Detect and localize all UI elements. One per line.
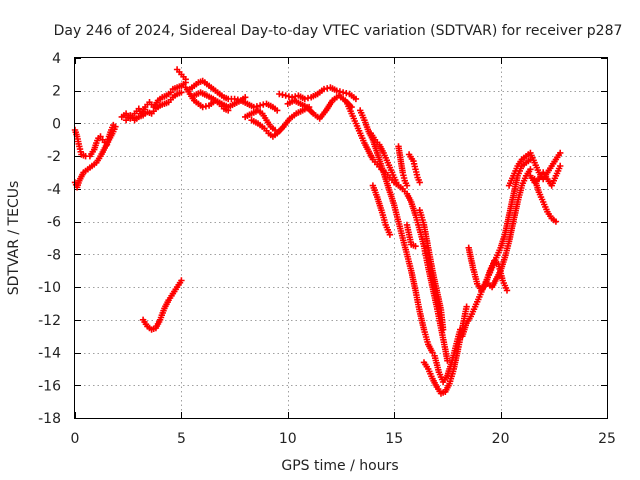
data-point-markers [527,162,564,189]
y-tick-labels: 4 2 0 -2 -4 -6 -8 -10 -12 -14 -16 -18 [38,51,61,427]
y-tick-label: 4 [52,51,61,67]
y-tick-label: 2 [52,84,61,100]
data-point-markers [139,277,185,333]
data-point-markers [395,143,411,189]
x-tick-labels: 0 5 10 15 20 25 [71,431,616,447]
data-point-markers [248,103,313,140]
x-tick-label: 0 [71,431,80,447]
x-tick-label: 5 [177,431,186,447]
x-tick-label: 10 [279,431,297,447]
y-tick-label: -4 [47,182,61,198]
data-point-markers [276,84,360,103]
series-midday-b [186,77,249,104]
data-point-markers [242,107,279,134]
data-point-markers [405,151,423,186]
x-tick-label: 15 [385,431,403,447]
data-point-markers [186,77,249,104]
series-late-lower [527,162,564,189]
series-side-strand-2 [403,221,419,250]
plot-frame [74,57,608,419]
grid [75,58,607,418]
y-tick-label: -18 [38,411,61,427]
data-point-markers [403,221,419,250]
series-spike [173,66,189,83]
y-tick-label: 0 [52,116,61,132]
y-tick-label: -10 [38,280,61,296]
x-axis-label: GPS time / hours [281,458,398,474]
data-point-markers [431,326,464,386]
data-point-markers [344,100,451,364]
data-point-markers [505,149,564,189]
series-late-tail [531,175,560,225]
data-point-markers [484,166,534,291]
series-descent-1 [344,100,451,364]
series-side-strand-3 [416,207,447,333]
y-tick-label: -8 [47,247,61,263]
series-midday-c [191,89,232,114]
y-axis-label: SDTVAR / TECUs [6,181,22,296]
data-point-markers [416,207,447,333]
y-tick-label: -16 [38,378,61,394]
series-descent-3 [367,130,400,186]
series-descent-4 [369,182,394,238]
data-point-markers [173,66,189,83]
data-point-markers [369,182,394,238]
series-dip [248,103,313,140]
x-tick-label: 20 [492,431,510,447]
series-trough-2 [431,326,464,386]
series-late-upper [505,149,564,189]
data-point-markers [122,89,185,124]
data-point-markers [367,130,400,186]
y-tick-label: -2 [47,149,61,165]
data-point-markers [191,89,232,114]
series-side-strand [395,143,411,189]
series-side-strand-4 [405,151,423,186]
series-dip-2 [242,107,279,134]
data-point-markers [531,175,560,225]
chart-title: Day 246 of 2024, Sidereal Day-to-day VTE… [54,23,623,39]
series-isolated-segment [139,277,185,333]
axis-ticks [75,58,608,419]
y-tick-label: -12 [38,313,61,329]
x-tick-label: 25 [598,431,616,447]
y-tick-label: -6 [47,215,61,231]
data-points [71,66,564,397]
series-recovery-c [484,166,534,291]
series-afternoon-a [276,84,360,103]
y-tick-label: -14 [38,346,61,362]
series-morning-rise-2 [122,89,185,124]
